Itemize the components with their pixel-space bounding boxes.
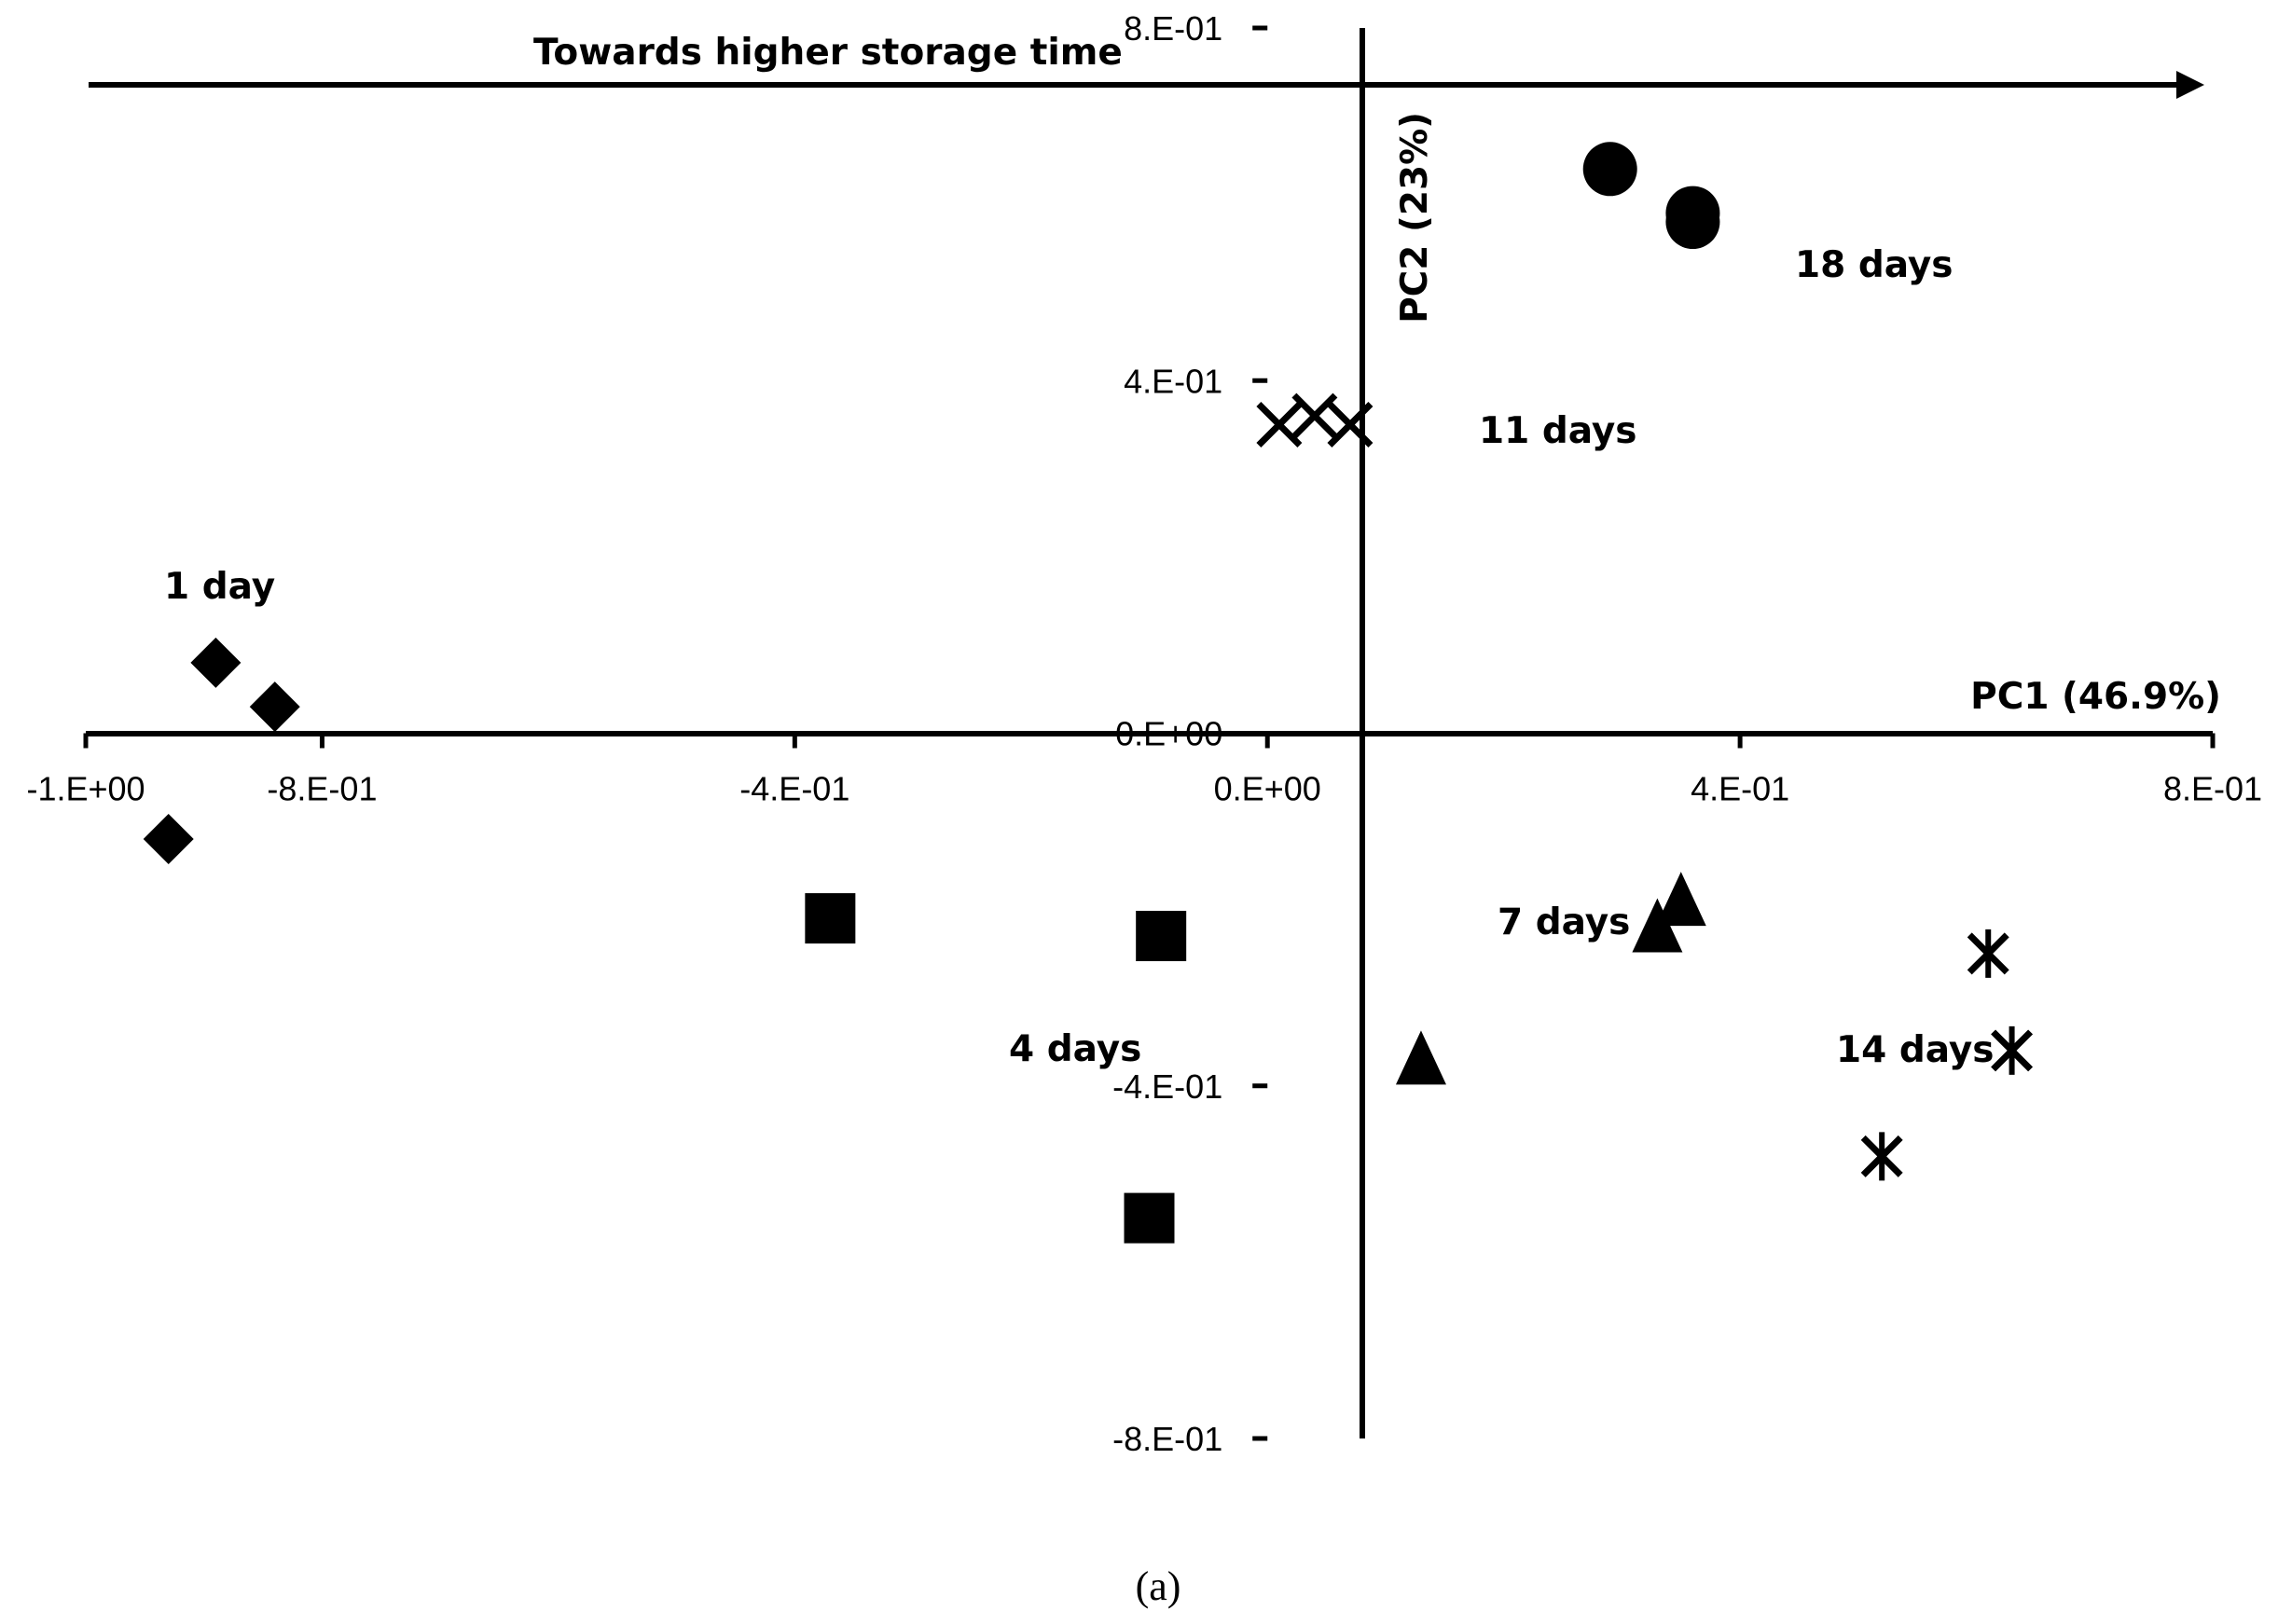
data-point-x <box>1256 402 1303 448</box>
y-tick-label: -4.E-01 <box>1112 1067 1222 1106</box>
series-label-7-days: 7 days <box>1498 901 1630 943</box>
data-point-triangle <box>1632 898 1683 953</box>
x-tick-label: -4.E-01 <box>739 770 849 808</box>
series-label-18-days: 18 days <box>1795 244 1954 286</box>
data-point-triangle <box>1395 1030 1446 1085</box>
x-tick-label: 4.E-01 <box>1691 770 1789 808</box>
data-point-x <box>1327 402 1374 448</box>
series-label-4-days: 4 days <box>1009 1028 1141 1070</box>
y-tick-label: -8.E-01 <box>1112 1420 1222 1458</box>
data-point-diamond <box>190 637 242 688</box>
data-point-x <box>1291 392 1338 439</box>
data-points <box>143 142 2034 1244</box>
data-point-diamond <box>249 681 300 733</box>
figure-caption: (a) <box>1136 1563 1181 1609</box>
x-tick-label: 0.E+00 <box>1214 770 1321 808</box>
x-tick-label: 8.E-01 <box>2163 770 2262 808</box>
data-point-diamond <box>143 813 194 864</box>
series-label-11-days: 11 days <box>1479 410 1637 452</box>
y-tick-label: 8.E-01 <box>1124 9 1222 48</box>
y-tick-label: 0.E+00 <box>1115 715 1222 753</box>
x-axis-ticks: -1.E+00 -8.E-01 -4.E-01 0.E+00 4.E-01 8.E-01 <box>26 733 2262 808</box>
data-point-triangle <box>1655 872 1706 927</box>
trend-arrow <box>89 71 2204 99</box>
data-point-square <box>1136 910 1187 961</box>
x-tick-label: -1.E+00 <box>26 770 145 808</box>
series-label-14-days: 14 days <box>1836 1029 1995 1071</box>
y-axis-title: PC2 (23%) <box>1394 112 1436 323</box>
series-label-1-day: 1 day <box>164 566 275 608</box>
data-point-circle <box>1665 195 1720 250</box>
y-tick-label: 4.E-01 <box>1124 362 1222 400</box>
x-tick-label: -8.E-01 <box>267 770 377 808</box>
trend-arrow-label: Towards higher storage time <box>533 32 1123 74</box>
data-point-square <box>1124 1192 1175 1244</box>
x-axis-title: PC1 (46.9%) <box>1970 676 2221 718</box>
data-point-asterisk <box>1967 929 2009 978</box>
y-axis-ticks: -8.E-01 -4.E-01 0.E+00 4.E-01 8.E-01 <box>1112 9 1268 1458</box>
data-point-asterisk <box>1991 1025 2034 1075</box>
data-point-square <box>805 893 856 944</box>
data-point-asterisk <box>1860 1132 1903 1181</box>
data-point-circle <box>1582 142 1637 197</box>
